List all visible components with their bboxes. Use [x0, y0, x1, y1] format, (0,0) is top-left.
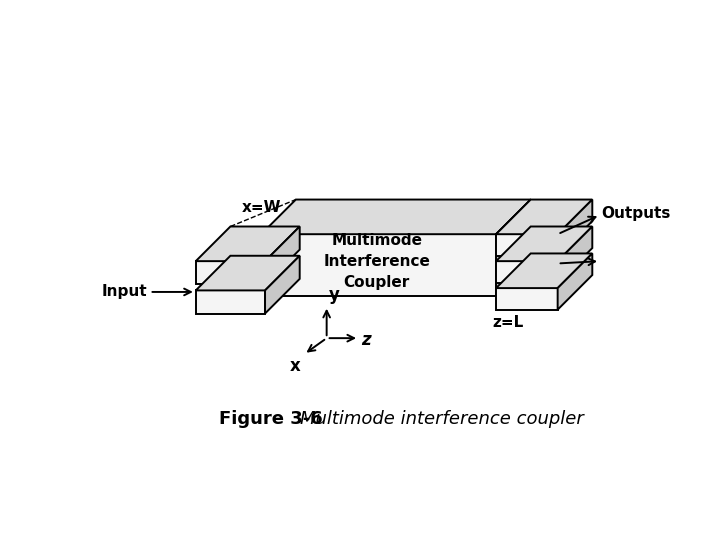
Polygon shape — [496, 200, 531, 296]
Text: z: z — [361, 330, 371, 349]
Text: y: y — [329, 286, 340, 303]
Text: x=W: x=W — [242, 200, 282, 215]
Polygon shape — [496, 234, 558, 256]
Polygon shape — [558, 200, 593, 256]
Polygon shape — [496, 200, 593, 234]
Polygon shape — [196, 256, 300, 291]
Polygon shape — [261, 234, 496, 296]
Polygon shape — [196, 226, 300, 261]
Polygon shape — [496, 288, 558, 309]
Polygon shape — [558, 253, 593, 309]
Text: Input: Input — [102, 285, 148, 300]
Text: Figure 3-6: Figure 3-6 — [219, 410, 323, 428]
Polygon shape — [196, 291, 265, 314]
Polygon shape — [196, 261, 265, 284]
Text: x: x — [290, 356, 301, 375]
Polygon shape — [558, 226, 593, 283]
Polygon shape — [265, 256, 300, 314]
Polygon shape — [496, 226, 593, 261]
Polygon shape — [496, 253, 593, 288]
Polygon shape — [265, 226, 300, 284]
Text: Multimode interference coupler: Multimode interference coupler — [300, 410, 583, 428]
Polygon shape — [261, 200, 531, 234]
Text: Multimode
Interference
Coupler: Multimode Interference Coupler — [323, 233, 430, 289]
Text: z=L: z=L — [492, 315, 523, 330]
Polygon shape — [496, 261, 558, 283]
Text: Outputs: Outputs — [601, 206, 671, 221]
